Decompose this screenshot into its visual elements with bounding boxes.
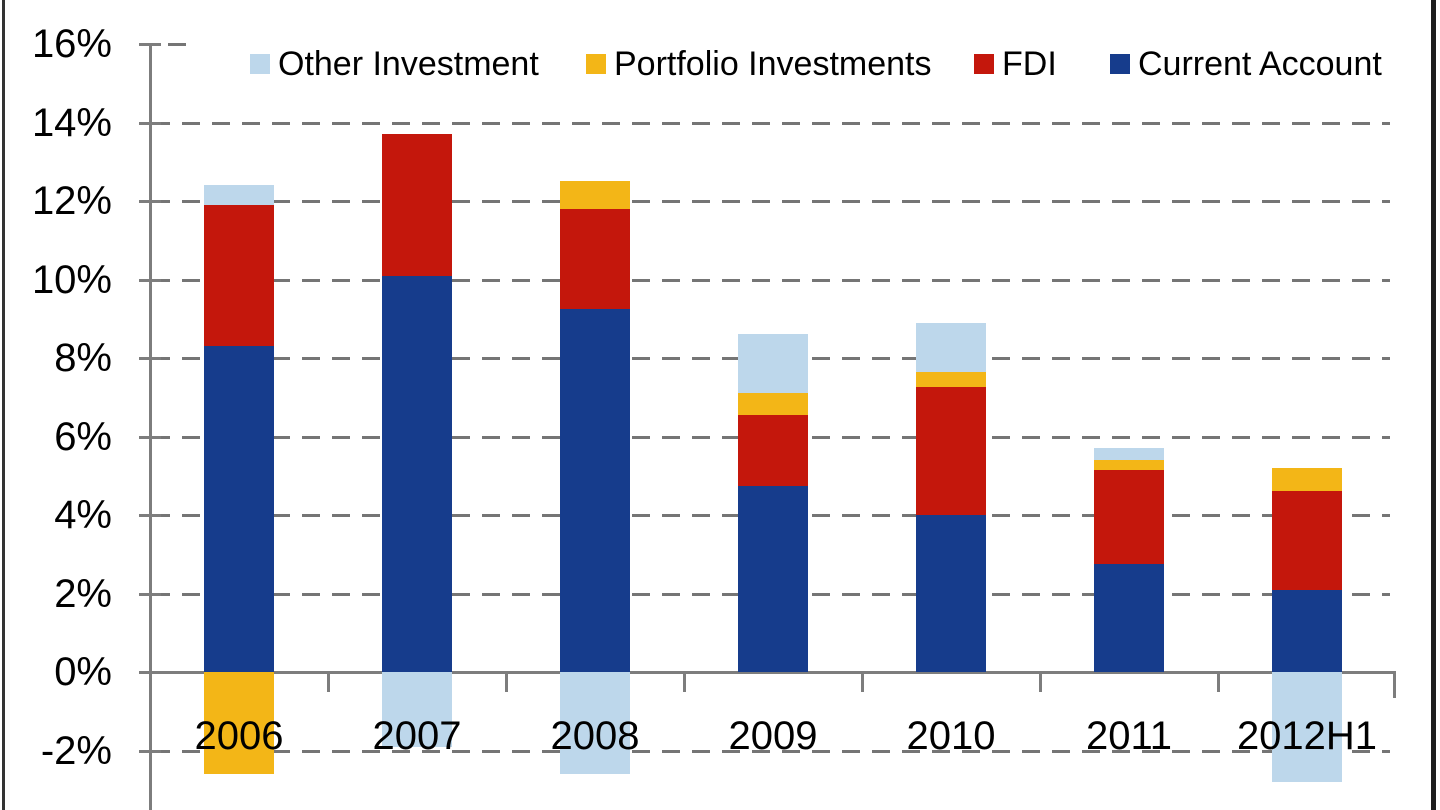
y-tick-8pct — [139, 357, 161, 360]
gridline-stub-16pct — [168, 43, 188, 46]
y-tick-2pct — [139, 592, 161, 596]
bar-2009-portfolio-investments — [738, 393, 808, 415]
y-axis-label-12pct: 12% — [31, 179, 112, 223]
bar-2009-current-account — [738, 485, 808, 672]
x-axis-end-tick — [1393, 672, 1396, 698]
y-tick-4pct — [139, 514, 161, 517]
bar-2011-other-investment — [1094, 448, 1164, 461]
bar-2007-fdi — [382, 134, 452, 276]
x-tick-mid-3 — [861, 672, 864, 692]
bar-2006-current-account — [204, 346, 274, 672]
right-edge-border — [1431, 0, 1436, 810]
x-tick-mid-1 — [505, 672, 508, 692]
y-tick-10pct — [139, 278, 161, 282]
bar-2009-other-investment — [738, 334, 808, 394]
y-axis-label-16pct: 16% — [31, 22, 112, 66]
bar-2012h1-current-account — [1272, 589, 1342, 672]
x-axis-label-2012h1: 2012H1 — [1236, 714, 1378, 758]
legend-swatch-fdi — [974, 54, 994, 74]
bar-2011-current-account — [1094, 564, 1164, 672]
legend-label-other-investment: Other Investment — [278, 45, 539, 83]
legend-swatch-current-account — [1110, 54, 1130, 74]
y-axis-label-0pct: 0% — [54, 650, 112, 694]
bar-2010-current-account — [916, 515, 986, 672]
bar-2010-portfolio-investments — [916, 371, 986, 388]
gridline-neg2pct — [152, 749, 1390, 753]
bar-2006-portfolio-investments — [204, 672, 274, 775]
y-tick-6pct — [139, 435, 161, 439]
gridline-12pct — [152, 200, 1390, 203]
x-tick-mid-4 — [1039, 672, 1042, 692]
gridline-10pct — [152, 278, 1390, 282]
bar-2009-fdi — [738, 414, 808, 486]
x-axis-label-2011: 2011 — [1085, 714, 1172, 758]
y-tick-neg2pct — [139, 749, 161, 753]
y-axis-label-6pct: 6% — [54, 414, 112, 459]
bar-2012h1-fdi — [1272, 491, 1342, 590]
x-axis-label-2008: 2008 — [550, 714, 640, 758]
y-axis-label-2pct: 2% — [54, 571, 112, 616]
bar-2007-other-investment — [382, 672, 452, 747]
y-tick-14pct — [139, 121, 161, 125]
bar-2008-fdi — [560, 208, 630, 309]
bar-2006-fdi — [204, 204, 274, 347]
y-axis-line — [149, 43, 152, 810]
gridline-14pct — [152, 121, 1390, 125]
x-axis-line — [149, 671, 1396, 674]
y-axis-label-4pct: 4% — [54, 493, 112, 537]
bar-2008-current-account — [560, 308, 630, 672]
x-tick-mid-0 — [327, 672, 330, 692]
y-axis-label-8pct: 8% — [54, 336, 112, 380]
y-tick-16pct — [139, 43, 161, 46]
x-tick-mid-2 — [683, 672, 686, 692]
x-axis-label-2007: 2007 — [372, 714, 462, 758]
y-axis-label-neg2pct: -2% — [40, 728, 112, 773]
x-axis-label-2009: 2009 — [728, 714, 818, 758]
bar-2010-fdi — [916, 387, 986, 515]
bar-2011-fdi — [1094, 469, 1164, 565]
bar-2011-portfolio-investments — [1094, 460, 1164, 470]
legend-swatch-other-investment — [250, 54, 270, 74]
legend-swatch-portfolio-investments — [586, 54, 606, 74]
y-axis-label-10pct: 10% — [31, 257, 112, 302]
y-axis-label-14pct: 14% — [31, 100, 112, 145]
bar-2008-portfolio-investments — [560, 181, 630, 209]
legend-label-fdi: FDI — [1002, 45, 1057, 83]
legend-label-portfolio-investments: Portfolio Investments — [614, 45, 932, 83]
bar-2007-current-account — [382, 275, 452, 672]
bar-2012h1-other-investment — [1272, 672, 1342, 782]
bar-2012h1-portfolio-investments — [1272, 467, 1342, 492]
y-tick-12pct — [139, 200, 161, 203]
x-axis-label-2006: 2006 — [194, 714, 284, 758]
legend-label-current-account: Current Account — [1138, 45, 1382, 83]
x-axis-label-2010: 2010 — [906, 714, 996, 758]
left-edge-border — [2, 0, 5, 810]
bar-2010-other-investment — [916, 322, 986, 372]
bar-2008-other-investment — [560, 672, 630, 775]
bar-2006-other-investment — [204, 185, 274, 205]
x-tick-mid-5 — [1217, 672, 1220, 692]
